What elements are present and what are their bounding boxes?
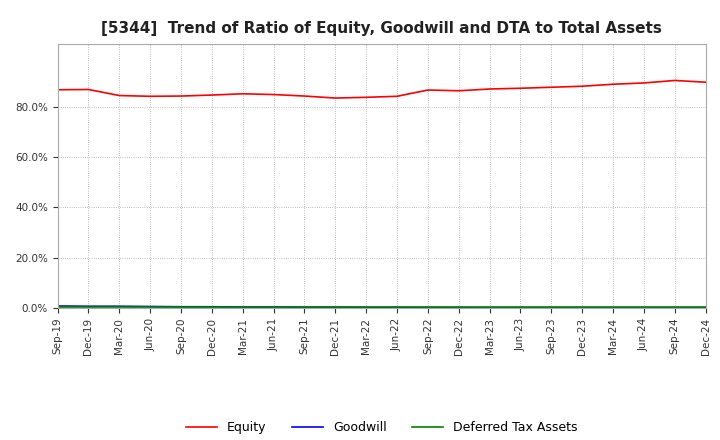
Equity: [485, 86, 494, 92]
Deferred Tax Assets: [547, 304, 556, 309]
Line: Equity: Equity: [58, 81, 706, 98]
Equity: [639, 81, 648, 86]
Deferred Tax Assets: [269, 304, 278, 309]
Deferred Tax Assets: [115, 304, 124, 309]
Goodwill: [639, 305, 648, 311]
Title: [5344]  Trend of Ratio of Equity, Goodwill and DTA to Total Assets: [5344] Trend of Ratio of Equity, Goodwil…: [102, 21, 662, 36]
Goodwill: [454, 305, 463, 310]
Equity: [701, 80, 710, 85]
Deferred Tax Assets: [84, 304, 93, 309]
Equity: [300, 93, 309, 99]
Goodwill: [269, 304, 278, 310]
Equity: [392, 94, 401, 99]
Goodwill: [207, 304, 216, 309]
Legend: Equity, Goodwill, Deferred Tax Assets: Equity, Goodwill, Deferred Tax Assets: [181, 416, 582, 439]
Equity: [176, 93, 185, 99]
Equity: [115, 93, 124, 98]
Deferred Tax Assets: [423, 304, 432, 309]
Equity: [146, 94, 155, 99]
Equity: [578, 84, 587, 89]
Deferred Tax Assets: [516, 304, 525, 309]
Deferred Tax Assets: [53, 304, 62, 309]
Goodwill: [53, 303, 62, 308]
Deferred Tax Assets: [362, 304, 371, 309]
Deferred Tax Assets: [146, 304, 155, 309]
Equity: [423, 88, 432, 93]
Equity: [84, 87, 93, 92]
Goodwill: [300, 304, 309, 310]
Deferred Tax Assets: [578, 304, 587, 309]
Equity: [269, 92, 278, 97]
Equity: [547, 84, 556, 90]
Deferred Tax Assets: [392, 304, 401, 309]
Goodwill: [423, 305, 432, 310]
Equity: [608, 81, 617, 87]
Equity: [53, 87, 62, 92]
Equity: [207, 92, 216, 98]
Goodwill: [331, 304, 340, 310]
Deferred Tax Assets: [454, 304, 463, 309]
Goodwill: [84, 304, 93, 309]
Equity: [238, 91, 247, 96]
Goodwill: [238, 304, 247, 310]
Deferred Tax Assets: [670, 304, 679, 309]
Deferred Tax Assets: [608, 304, 617, 309]
Deferred Tax Assets: [176, 304, 185, 309]
Deferred Tax Assets: [485, 304, 494, 309]
Equity: [516, 86, 525, 91]
Deferred Tax Assets: [300, 304, 309, 309]
Deferred Tax Assets: [639, 304, 648, 309]
Equity: [331, 95, 340, 101]
Deferred Tax Assets: [331, 304, 340, 309]
Goodwill: [608, 305, 617, 311]
Goodwill: [146, 304, 155, 309]
Goodwill: [176, 304, 185, 309]
Deferred Tax Assets: [701, 304, 710, 309]
Goodwill: [670, 305, 679, 311]
Equity: [670, 78, 679, 83]
Goodwill: [547, 305, 556, 311]
Line: Goodwill: Goodwill: [58, 306, 706, 308]
Goodwill: [701, 305, 710, 311]
Goodwill: [115, 304, 124, 309]
Equity: [362, 95, 371, 100]
Goodwill: [362, 305, 371, 310]
Deferred Tax Assets: [207, 304, 216, 309]
Goodwill: [392, 305, 401, 310]
Equity: [454, 88, 463, 93]
Goodwill: [578, 305, 587, 311]
Deferred Tax Assets: [238, 304, 247, 309]
Goodwill: [485, 305, 494, 311]
Goodwill: [516, 305, 525, 311]
